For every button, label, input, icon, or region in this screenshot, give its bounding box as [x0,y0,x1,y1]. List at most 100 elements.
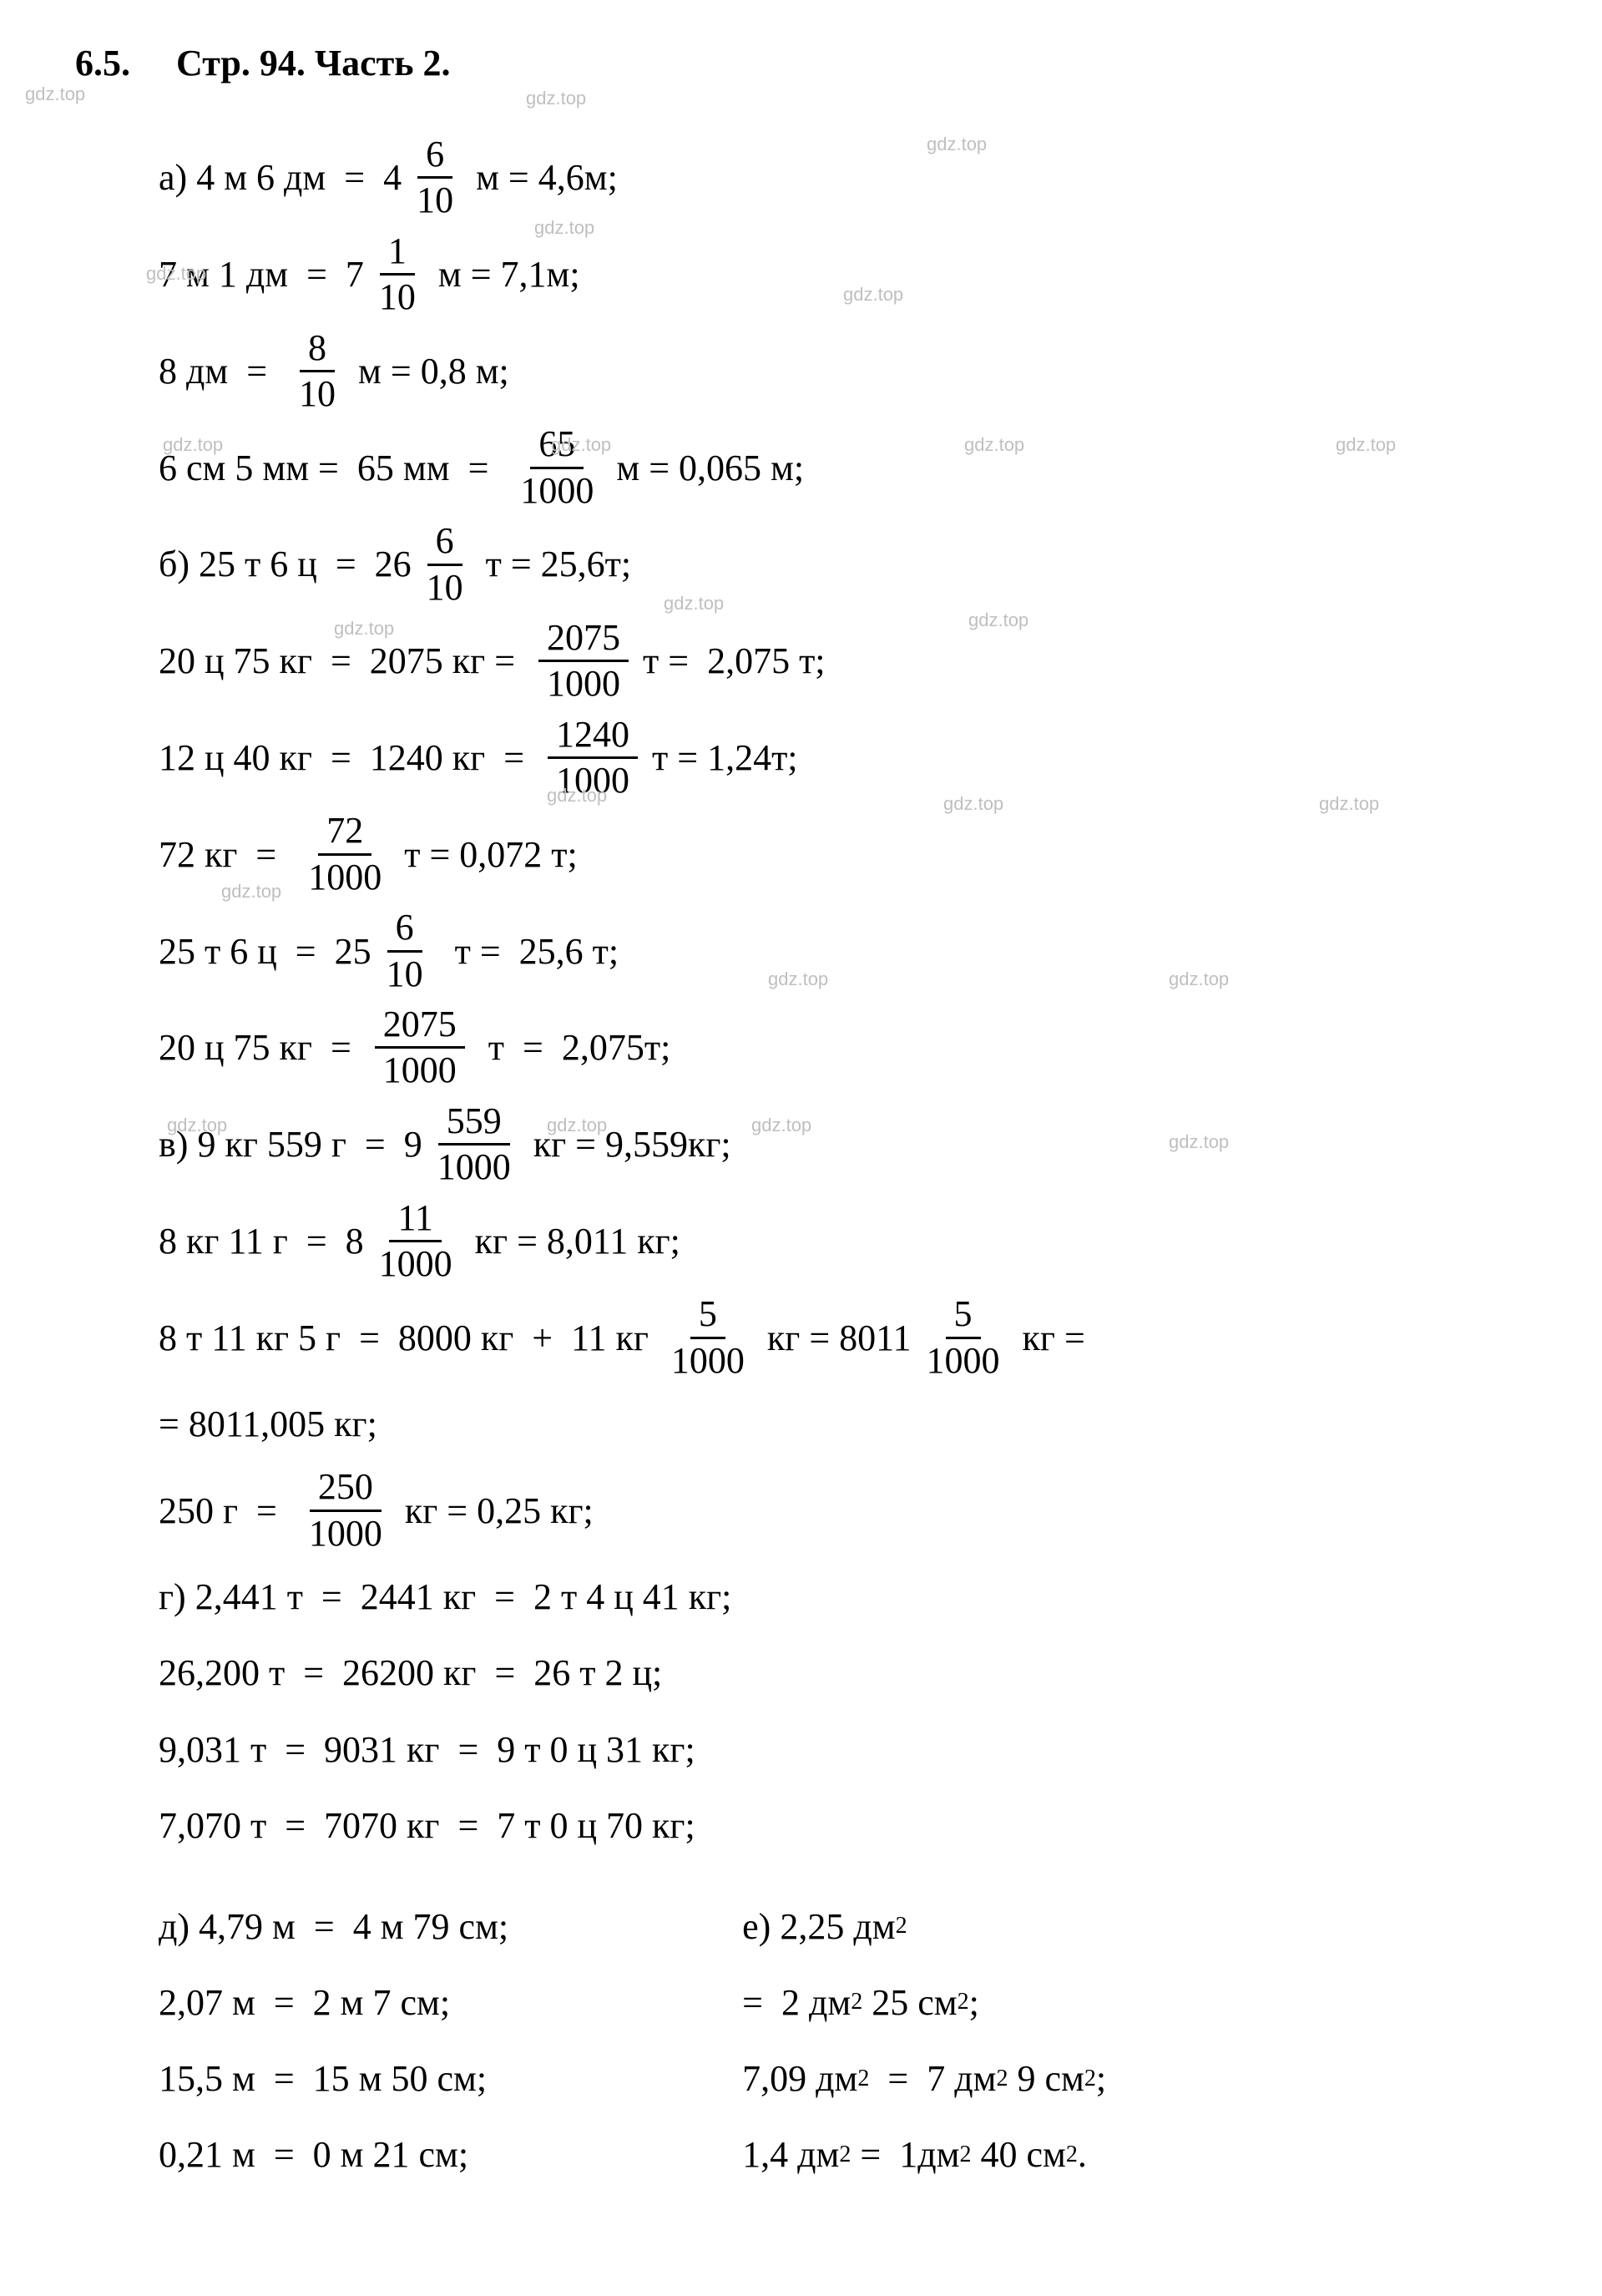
math-text: 25 см [862,1970,957,2036]
math-text: = 7 дм [869,2046,996,2111]
math-text: 8 т 11 кг 5 г = 8000 кг + 11 кг [159,1305,658,1371]
fraction: 2501000 [301,1467,391,1554]
math-text: 12 ц 40 кг = 1240 кг = [159,725,543,791]
math-line: 8 т 11 кг 5 г = 8000 кг + 11 кг 51000 кг… [159,1294,1527,1381]
fraction-numerator: 8 [300,328,335,372]
math-text: кг = [1013,1305,1085,1371]
math-line: 20 ц 75 кг = 20751000 т = 2,075т; [159,1004,1527,1091]
math-line: 6 см 5 мм = 65 мм = 651000 м = 0,065 м; [159,424,1527,511]
math-line: 2,07 м = 2 м 7 см; [159,1970,508,2036]
math-text: 9 кг 559 г = [197,1111,403,1177]
math-line: = 8011,005 кг; [159,1391,1527,1457]
fraction-numerator: 2075 [538,618,629,662]
column-right: е) 2,25 дм2= 2 дм2 25 см2;7,09 дм2 = 7 д… [742,1894,1106,2198]
math-line: 26,200 т = 26200 кг = 26 т 2 ц; [159,1640,1527,1706]
mixed-whole: 9 [404,1111,422,1177]
fraction-denominator: 10 [378,953,432,994]
mixed-number: 7110 [346,231,429,318]
math-text: т = 25,6т; [477,531,632,597]
fraction-denominator: 10 [291,372,344,414]
mixed-number: 4610 [383,134,467,221]
math-line: в) 9 кг 559 г = 95591000 кг = 9,559кг; [159,1101,1527,1188]
math-line: 250 г = 2501000 кг = 0,25 кг; [159,1467,1527,1554]
fraction-denominator: 1000 [301,1512,391,1554]
math-line: 7 м 1 дм = 7110 м = 7,1м; [159,231,1527,318]
fraction: 610 [378,908,432,994]
math-text: . [1078,2122,1087,2187]
math-text: 15,5 м = 15 м 50 см; [159,2046,487,2111]
math-line: 8 дм = 810 м = 0,8 м; [159,328,1527,415]
math-line: е) 2,25 дм2 [742,1894,1106,1960]
math-text: 4,79 м = 4 м 79 см; [199,1894,508,1960]
math-text: 9,031 т = 9031 кг = 9 т 0 ц 31 кг; [159,1717,695,1783]
math-text: 2,07 м = 2 м 7 см; [159,1970,450,2036]
superscript: 2 [1084,2058,1096,2100]
section-label: в) [159,1111,197,1177]
math-text: т = 0,072 т; [395,822,578,888]
fraction: 651000 [512,424,602,511]
math-text: 26,200 т = 26200 кг = 26 т 2 ц; [159,1640,662,1706]
math-text: 2,441 т = 2441 кг = 2 т 4 ц 41 кг; [195,1564,732,1630]
fraction-denominator: 1000 [429,1145,519,1187]
fraction-numerator: 65 [530,424,584,468]
math-text: 8 кг 11 г = [159,1208,346,1274]
math-text: м = 0,065 м; [607,435,804,501]
fraction-denominator: 1000 [375,1049,465,1090]
math-text: 25 т 6 ц = [159,918,335,984]
math-text: 250 г = [159,1478,296,1544]
math-text: 7 м 1 дм = [159,241,346,307]
column-left: д) 4,79 м = 4 м 79 см; 2,07 м = 2 м 7 см;… [159,1894,508,2198]
superscript: 2 [896,1905,907,1947]
fraction-numerator: 559 [438,1101,510,1145]
math-text: 72 кг = [159,822,295,888]
fraction-numerator: 6 [427,521,462,565]
mixed-whole: 8011 [839,1305,911,1371]
math-line: 20 ц 75 кг = 2075 кг = 20751000 т = 2,07… [159,618,1527,705]
fraction: 51000 [663,1294,753,1381]
math-line: а) 4 м 6 дм = 4610 м = 4,6м; [159,134,1527,221]
math-line: б) 25 т 6 ц = 26610 т = 25,6т; [159,521,1527,608]
mixed-whole: 4 [383,144,402,210]
math-line: 25 т 6 ц = 25610 т = 25,6 т; [159,908,1527,994]
fraction-denominator: 1000 [371,1242,461,1284]
fraction-denominator: 10 [418,566,472,608]
math-text: 40 см [971,2122,1065,2187]
math-text: 0,21 м = 0 м 21 см; [159,2122,468,2187]
math-text: = 2 дм [742,1970,851,2036]
math-text: 2,25 дм [780,1894,895,1960]
superscript: 2 [959,2134,971,2176]
math-text: кг = 0,25 кг; [396,1478,594,1544]
fraction-denominator: 1000 [548,759,638,801]
math-line: 7,070 т = 7070 кг = 7 т 0 ц 70 кг; [159,1793,1527,1859]
section-label: г) [159,1564,195,1630]
mixed-number: 8111000 [346,1198,466,1285]
math-text: т = 1,24т; [643,725,798,791]
fraction: 5591000 [429,1101,519,1188]
fraction-numerator: 6 [387,908,422,952]
fraction-numerator: 2075 [375,1004,465,1049]
math-text: м = 0,8 м; [349,338,509,404]
fraction-denominator: 1000 [538,662,629,704]
fraction-numerator: 1 [380,231,415,276]
fraction-denominator: 1000 [512,469,602,511]
math-content: а) 4 м 6 дм = 4610 м = 4,6м; 7 м 1 дм = 7… [159,134,1527,2198]
math-line: 0,21 м = 0 м 21 см; [159,2122,508,2187]
fraction-numerator: 11 [389,1198,441,1242]
math-text: 1,4 дм [742,2122,839,2187]
mixed-number: 95591000 [404,1101,524,1188]
fraction: 20751000 [538,618,629,705]
math-line: д) 4,79 м = 4 м 79 см; [159,1894,508,1960]
math-text: ; [1096,2046,1106,2111]
math-text: = 8011,005 кг; [159,1391,377,1457]
fraction: 111000 [371,1198,461,1285]
two-column-layout: д) 4,79 м = 4 м 79 см; 2,07 м = 2 м 7 см;… [159,1894,1527,2198]
fraction: 610 [418,521,472,608]
math-text: т = 2,075т; [470,1014,671,1080]
fraction: 51000 [918,1294,1008,1381]
fraction-denominator: 10 [408,179,462,220]
math-line: 72 кг = 721000 т = 0,072 т; [159,811,1527,898]
math-text: м = 7,1м; [429,241,580,307]
math-text: 20 ц 75 кг = 2075 кг = [159,628,533,694]
math-line: = 2 дм2 25 см2; [742,1970,1106,2036]
math-text: 20 ц 75 кг = [159,1014,370,1080]
